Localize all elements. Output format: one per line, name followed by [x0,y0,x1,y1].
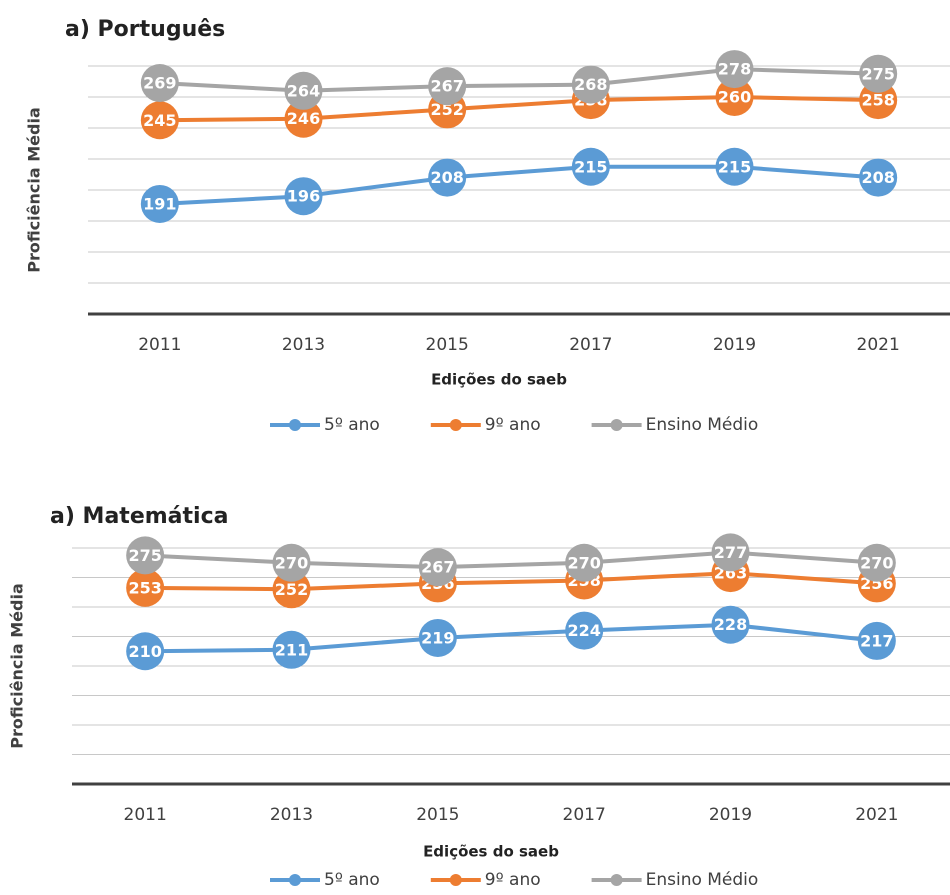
y-axis-label: Proficiência Média [25,107,44,273]
marker [715,78,754,116]
data-label: 208 [430,168,463,187]
data-label: 275 [128,546,161,565]
marker [418,548,457,587]
data-label: 278 [718,60,751,79]
data-label: 258 [861,91,894,110]
marker [284,177,323,216]
marker [857,621,896,660]
data-label: 191 [143,194,176,213]
y-axis-label: Proficiência Média [8,583,27,749]
x-axis-label: Edições do saeb [423,843,559,861]
marker [418,618,457,657]
x-tick-label: 2015 [426,335,469,355]
marker [140,64,179,103]
marker [565,543,604,582]
marker [284,99,323,138]
data-label: 267 [430,77,463,96]
marker [428,158,467,197]
series-line [145,622,878,654]
x-tick-label: 2017 [569,335,612,355]
marker [571,65,610,104]
legend-label: 5º ano [324,870,380,890]
marker [715,50,754,89]
data-label: 260 [718,88,751,107]
data-label: 211 [275,640,308,659]
marker [272,543,311,582]
data-label: 267 [421,558,454,577]
data-label: 275 [861,64,894,83]
x-tick-label: 2013 [270,805,313,825]
data-label: 264 [287,81,320,100]
marker [715,147,754,186]
series-line [145,571,877,592]
data-label: 215 [574,157,607,176]
marker [140,101,179,140]
x-tick-label: 2011 [138,335,181,355]
x-tick-label: 2013 [282,335,325,355]
marker [284,71,323,110]
data-label: 219 [421,628,454,647]
legend-marker [289,874,301,886]
marker [126,568,165,607]
marker [711,605,750,644]
data-label: 270 [275,553,308,572]
legend-label: Ensino Médio [646,415,759,435]
data-label: 228 [714,615,747,634]
marker [571,147,610,186]
data-label: 224 [567,621,600,640]
series-line [159,67,879,93]
data-label: 268 [574,75,607,94]
marker [859,54,898,93]
data-label: 252 [275,580,308,599]
data-label: 246 [287,109,320,128]
x-tick-label: 2021 [855,805,898,825]
marker [857,543,896,582]
marker [272,570,311,609]
legend-marker [610,419,623,431]
data-label: 208 [861,168,894,187]
marker [565,611,604,650]
x-tick-label: 2017 [563,805,606,825]
x-tick-label: 2015 [416,805,459,825]
series-line [159,164,879,206]
x-tick-label: 2021 [857,335,900,355]
data-label: 215 [718,157,751,176]
marker [140,184,179,223]
legend-label: 5º ano [324,415,380,435]
legend-marker [449,419,462,431]
x-tick-label: 2019 [713,335,756,355]
legend-marker [449,874,462,886]
data-label: 217 [860,631,893,650]
x-tick-label: 2019 [709,805,752,825]
series-line [159,94,879,123]
data-label: 210 [128,642,161,661]
marker [126,536,165,575]
marker [711,533,750,572]
marker [272,630,311,669]
legend-marker [610,874,623,886]
x-tick-label: 2011 [124,805,167,825]
data-label: 270 [567,553,600,572]
data-label: 245 [143,111,176,130]
x-axis-label: Edições do saeb [431,371,567,389]
legend-label: Ensino Médio [646,870,759,890]
data-label: 196 [287,187,320,206]
data-label: 277 [714,543,747,562]
data-label: 253 [128,578,161,597]
marker [126,632,165,671]
chart-title: a) Matemática [50,504,228,529]
legend-label: 9º ano [485,415,541,435]
marker [859,158,898,197]
chart-title: a) Português [65,17,225,42]
marker [859,81,898,120]
legend-marker [289,419,301,431]
data-label: 252 [430,100,463,119]
series-line [145,550,877,570]
data-label: 269 [143,74,176,93]
marker [428,67,467,106]
data-label: 270 [860,553,893,572]
legend-label: 9º ano [485,870,541,890]
